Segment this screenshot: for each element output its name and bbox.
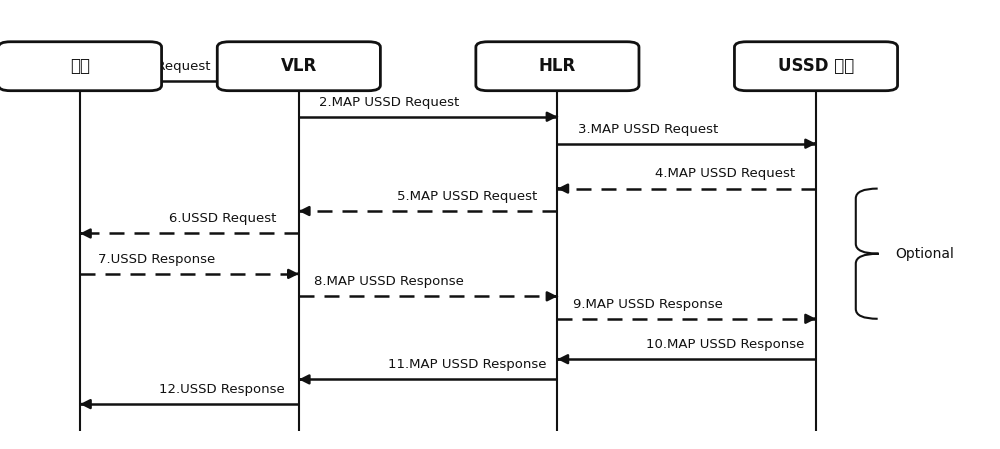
Text: HLR: HLR: [539, 57, 576, 75]
Text: VLR: VLR: [281, 57, 317, 75]
Text: Optional: Optional: [896, 247, 954, 261]
Text: 9.MAP USSD Response: 9.MAP USSD Response: [573, 298, 723, 311]
Text: 2.MAP USSD Request: 2.MAP USSD Request: [319, 96, 459, 109]
FancyBboxPatch shape: [476, 42, 639, 91]
Text: 10.MAP USSD Response: 10.MAP USSD Response: [646, 338, 805, 351]
Text: 3.MAP USSD Request: 3.MAP USSD Request: [578, 123, 718, 136]
FancyBboxPatch shape: [0, 42, 162, 91]
FancyBboxPatch shape: [734, 42, 898, 91]
Text: 5.MAP USSD Request: 5.MAP USSD Request: [397, 190, 537, 203]
Text: 1.USSD Request: 1.USSD Request: [103, 60, 210, 73]
Text: USSD 中心: USSD 中心: [778, 57, 854, 75]
Text: 4.MAP USSD Request: 4.MAP USSD Request: [655, 167, 796, 180]
Text: 终端: 终端: [70, 57, 90, 75]
Text: 12.USSD Response: 12.USSD Response: [159, 383, 285, 396]
Text: 7.USSD Response: 7.USSD Response: [98, 253, 215, 266]
Text: 11.MAP USSD Response: 11.MAP USSD Response: [388, 358, 546, 371]
Text: 8.MAP USSD Response: 8.MAP USSD Response: [314, 275, 464, 288]
FancyBboxPatch shape: [217, 42, 380, 91]
Text: 6.USSD Request: 6.USSD Request: [169, 212, 276, 225]
